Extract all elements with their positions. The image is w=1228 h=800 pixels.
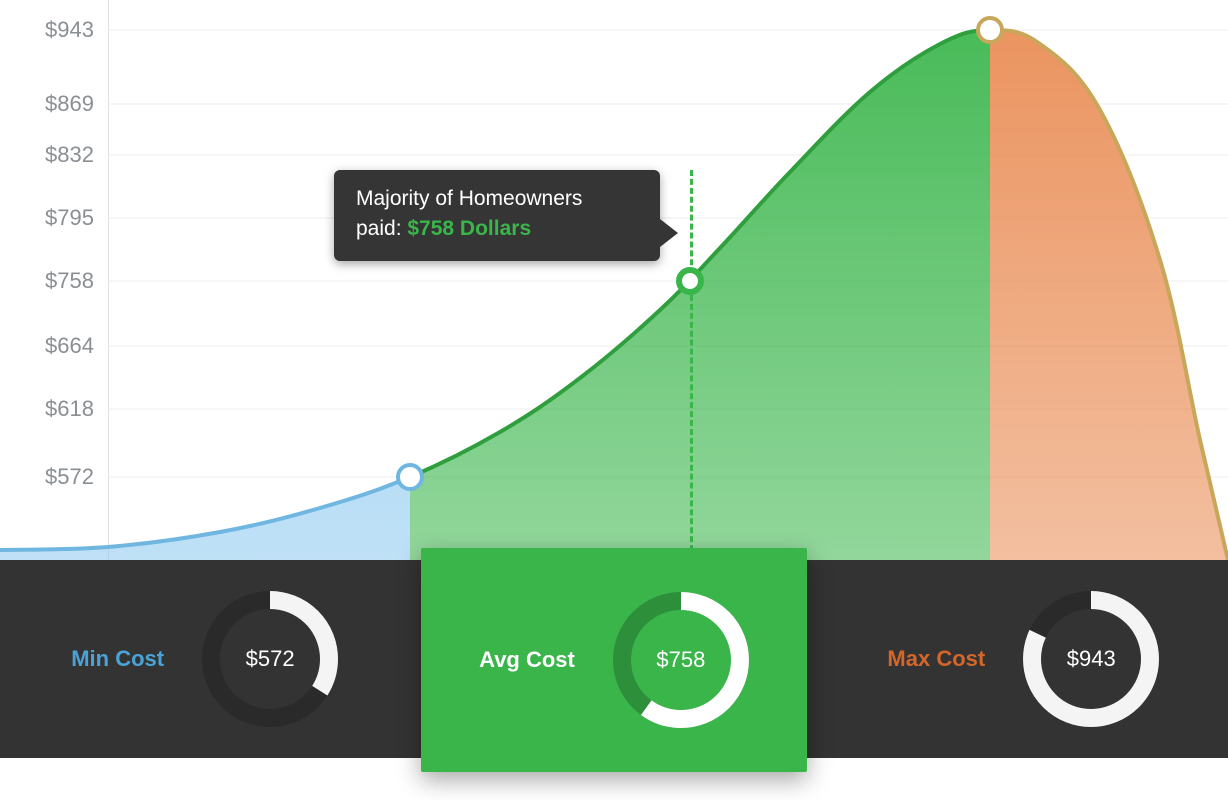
tooltip: Majority of Homeowners paid: $758 Dollar… (334, 170, 660, 261)
min-cost-label: Min Cost (71, 646, 164, 672)
max-cost-card: Max Cost $943 (819, 560, 1228, 758)
avg-cost-label: Avg Cost (479, 647, 575, 673)
tooltip-accent: $758 Dollars (407, 217, 531, 240)
min-cost-value: $572 (202, 591, 338, 727)
chart-area: $943$869$832$795$758$664$618$572 Majorit… (0, 0, 1228, 560)
tooltip-line1: Majority of Homeowners (356, 184, 638, 214)
avg-marker (676, 267, 704, 295)
avg-cost-value: $758 (613, 592, 749, 728)
tooltip-line2: paid: $758 Dollars (356, 214, 638, 244)
max-cost-label: Max Cost (887, 646, 985, 672)
max-marker (976, 16, 1004, 44)
avg-cost-card: Avg Cost $758 (421, 548, 807, 772)
tooltip-line2-prefix: paid: (356, 217, 407, 240)
max-cost-value: $943 (1023, 591, 1159, 727)
cost-chart-widget: $943$869$832$795$758$664$618$572 Majorit… (0, 0, 1228, 800)
avg-vertical-line (690, 170, 693, 560)
plot-svg (0, 0, 1228, 560)
min-cost-card: Min Cost $572 (0, 560, 409, 758)
avg-cost-donut: $758 (613, 592, 749, 728)
min-cost-donut: $572 (202, 591, 338, 727)
min-marker (396, 463, 424, 491)
tooltip-arrow-icon (660, 219, 678, 247)
max-cost-donut: $943 (1023, 591, 1159, 727)
